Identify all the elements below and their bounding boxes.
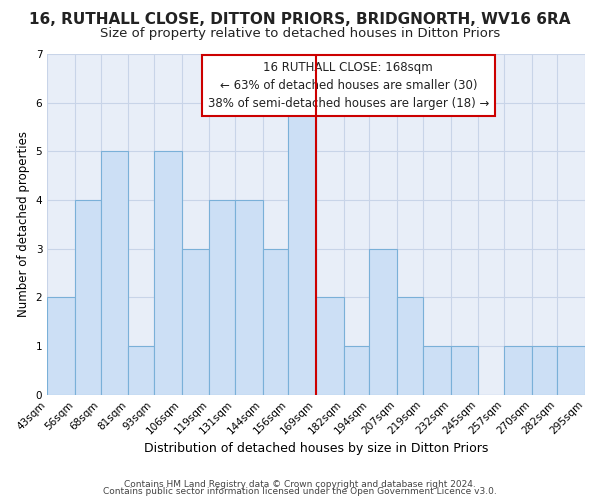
Bar (532, 346, 557, 395)
Text: 16, RUTHALL CLOSE, DITTON PRIORS, BRIDGNORTH, WV16 6RA: 16, RUTHALL CLOSE, DITTON PRIORS, BRIDGN… (29, 12, 571, 28)
Text: Size of property relative to detached houses in Ditton Priors: Size of property relative to detached ho… (100, 28, 500, 40)
Bar (182, 248, 209, 394)
Bar (370, 248, 397, 394)
Bar (154, 152, 182, 394)
Bar (235, 200, 263, 394)
Bar (397, 298, 423, 394)
Bar (504, 346, 532, 395)
X-axis label: Distribution of detached houses by size in Ditton Priors: Distribution of detached houses by size … (144, 442, 488, 455)
Text: Contains public sector information licensed under the Open Government Licence v3: Contains public sector information licen… (103, 487, 497, 496)
Bar (209, 200, 235, 394)
Bar (557, 346, 585, 395)
Bar (75, 200, 101, 394)
Bar (423, 346, 451, 395)
Bar (289, 102, 316, 395)
Bar (101, 152, 128, 394)
Bar (344, 346, 370, 395)
Bar (263, 248, 289, 394)
Text: 16 RUTHALL CLOSE: 168sqm
← 63% of detached houses are smaller (30)
38% of semi-d: 16 RUTHALL CLOSE: 168sqm ← 63% of detach… (208, 61, 489, 110)
Bar (47, 298, 75, 394)
Bar (128, 346, 154, 395)
Bar (451, 346, 478, 395)
Text: Contains HM Land Registry data © Crown copyright and database right 2024.: Contains HM Land Registry data © Crown c… (124, 480, 476, 489)
Bar (316, 298, 344, 394)
Y-axis label: Number of detached properties: Number of detached properties (17, 132, 30, 318)
